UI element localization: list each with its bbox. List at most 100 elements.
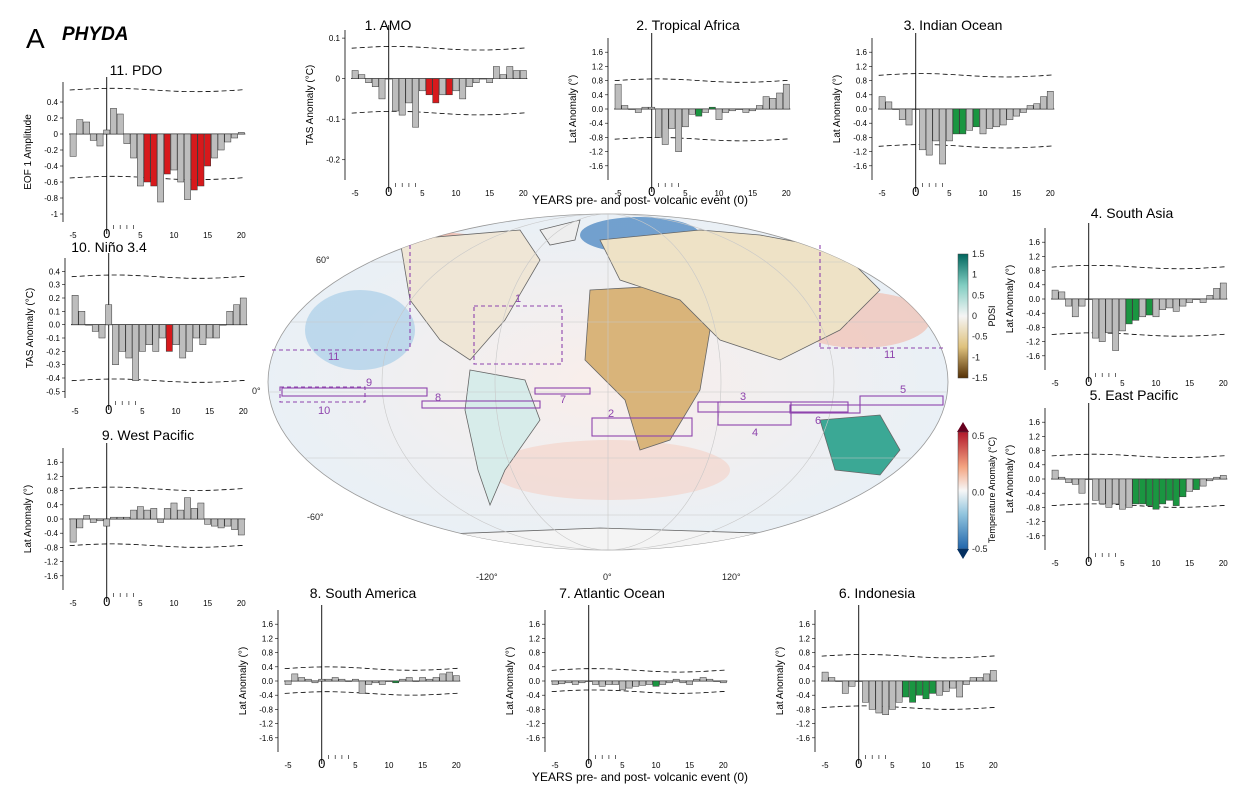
temperature-colorbar-label: Temperature Anomaly (°C)	[987, 437, 997, 543]
bar-year-19	[513, 70, 520, 79]
y-axis-label: Lat Anomaly (°)	[1005, 265, 1016, 333]
y-axis-label: Lat Anomaly (°)	[238, 647, 249, 715]
chart-title: 1. AMO	[365, 17, 412, 33]
y-tick-label: 0.2	[47, 114, 59, 123]
lower-ci-line	[1051, 332, 1227, 337]
temperature-tick-label: 0.0	[972, 488, 985, 498]
bar-year-17	[1026, 105, 1034, 110]
y-tick-label: 1.2	[47, 472, 59, 481]
bar-year-3	[338, 678, 346, 682]
bar-year-2	[116, 516, 124, 520]
y-tick-label: 0.0	[1029, 295, 1041, 304]
dataset-title: PHYDA	[62, 24, 129, 45]
bar-year-16	[1193, 478, 1200, 490]
bar-year-5	[1119, 298, 1126, 332]
bar-year-10	[170, 502, 178, 520]
bar-year-7	[959, 108, 967, 135]
bar-year-14	[1179, 478, 1187, 498]
bar-year-16	[1193, 298, 1200, 300]
bar-year-3	[875, 680, 883, 714]
y-tick-label: -1.2	[589, 148, 603, 157]
bar-year-17	[432, 677, 440, 682]
bar-year-5	[682, 108, 689, 128]
y-tick-label: -1.6	[1026, 532, 1040, 541]
bar-year--5	[351, 70, 359, 79]
bar-year-6	[625, 680, 633, 689]
y-tick-label: 1.6	[856, 48, 868, 57]
bar-year-10	[452, 78, 460, 92]
bar-year-8	[966, 108, 973, 131]
bar-year-1	[110, 516, 117, 520]
y-tick-label: 0.0	[262, 677, 274, 686]
upper-ci-line	[614, 78, 790, 83]
bar-year-10	[715, 108, 723, 120]
bar-year-0	[318, 678, 326, 682]
bar-year-11	[177, 509, 185, 520]
bar-year--1	[641, 106, 649, 110]
bar-year-3	[405, 78, 413, 104]
y-tick-label: 0.8	[1029, 267, 1041, 276]
x-tick-label: 15	[203, 231, 212, 240]
y-tick-label: -0.8	[589, 133, 603, 142]
bar-year-5	[137, 133, 144, 187]
bar-year--2	[634, 108, 642, 113]
pdsi-tick-label: 0.5	[972, 290, 985, 300]
lower-ci-line	[351, 110, 527, 116]
bar-year-14	[412, 680, 420, 682]
bar-year-12	[666, 680, 673, 684]
y-tick-label: 0.4	[1029, 461, 1041, 470]
bar-year-0	[855, 680, 863, 682]
bar-year-20	[237, 518, 245, 536]
bar-year--4	[76, 518, 84, 529]
bar-year-4	[882, 680, 889, 715]
upper-ci-line	[551, 668, 727, 673]
bar-year-14	[479, 78, 487, 80]
bar-year-13	[405, 677, 413, 682]
x-tick-label: 5	[353, 761, 358, 770]
chart-title: 11. PDO	[110, 62, 163, 78]
bar-year-11	[986, 108, 994, 129]
region-label-9: 9	[366, 377, 372, 389]
bar-year--2	[304, 678, 312, 682]
y-tick-label: -1.6	[526, 734, 540, 743]
bar-year-16	[493, 66, 500, 79]
x-tick-label: 5	[138, 231, 143, 240]
bar-year-10	[652, 680, 660, 687]
y-tick-label: -0.2	[46, 347, 60, 356]
y-tick-label: 0.0	[49, 321, 61, 330]
bar-year-5	[619, 680, 626, 691]
bar-year-5	[889, 680, 896, 710]
bar-year--5	[821, 671, 829, 682]
bar-year-0	[912, 108, 920, 110]
bar-year-3	[932, 108, 940, 142]
x-tick-label: 0	[385, 184, 392, 199]
bar-year--5	[614, 83, 622, 110]
shared-xlabel-bottom: YEARS pre- and post- volcanic event (0)	[532, 770, 748, 784]
y-tick-label: -0.4	[796, 691, 810, 700]
y-tick-label: -1	[51, 210, 59, 219]
x-tick-label: -5	[72, 407, 80, 416]
region-label-11-east: 11	[884, 349, 895, 361]
bar-year-20	[1219, 282, 1227, 300]
bar-year-7	[902, 680, 910, 698]
chart-title: 2. Tropical Africa	[636, 17, 740, 33]
x-tick-label: 20	[239, 407, 248, 416]
y-axis-label: Lat Anomaly (°)	[832, 75, 843, 143]
x-tick-label: 10	[979, 189, 988, 198]
chart-title: 4. South Asia	[1091, 205, 1174, 221]
pdsi-tick-label: 0	[972, 311, 977, 321]
bar-year-9	[378, 680, 386, 685]
bar-year-2	[1098, 298, 1106, 342]
bar-year--4	[828, 677, 836, 682]
y-tick-label: 1.6	[592, 48, 604, 57]
bar-year--5	[71, 295, 79, 325]
bar-year--3	[1065, 298, 1072, 307]
upper-ci-line	[69, 87, 245, 93]
bar-year--1	[98, 324, 106, 339]
x-tick-label: 5	[420, 189, 425, 198]
y-tick-label: -1.2	[1026, 338, 1040, 347]
bar-year--5	[878, 96, 886, 110]
y-axis-label: Lat Anomaly (°)	[23, 485, 34, 553]
region-label-10: 10	[318, 405, 330, 417]
bar-year-15	[749, 108, 756, 112]
